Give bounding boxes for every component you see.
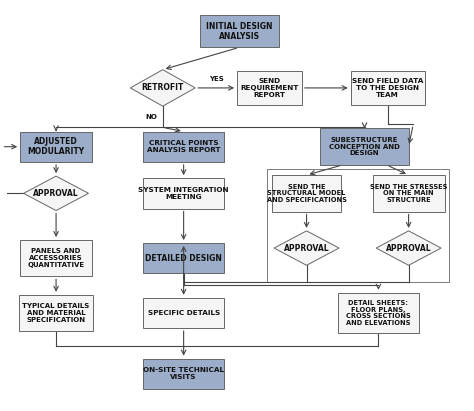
FancyBboxPatch shape [143, 243, 224, 273]
FancyBboxPatch shape [237, 71, 302, 105]
Polygon shape [274, 231, 339, 266]
Text: APPROVAL: APPROVAL [386, 244, 431, 253]
FancyBboxPatch shape [143, 358, 224, 389]
FancyBboxPatch shape [373, 175, 445, 212]
FancyBboxPatch shape [143, 132, 224, 162]
FancyBboxPatch shape [143, 178, 224, 208]
Text: SEND FIELD DATA
TO THE DESIGN
TEAM: SEND FIELD DATA TO THE DESIGN TEAM [352, 78, 423, 98]
FancyBboxPatch shape [338, 293, 419, 333]
Text: PANELS AND
ACCESSORIES
QUANTITATIVE: PANELS AND ACCESSORIES QUANTITATIVE [27, 249, 85, 268]
FancyBboxPatch shape [20, 132, 92, 162]
Text: APPROVAL: APPROVAL [284, 244, 329, 253]
Text: DETAIL SHEETS:
FLOOR PLANS,
CROSS SECTIONS
AND ELEVATIONS: DETAIL SHEETS: FLOOR PLANS, CROSS SECTIO… [346, 300, 411, 326]
FancyBboxPatch shape [19, 295, 93, 331]
FancyBboxPatch shape [272, 175, 341, 212]
Text: SUBESTRUCTURE
CONCEPTION AND
DESIGN: SUBESTRUCTURE CONCEPTION AND DESIGN [329, 137, 400, 157]
Text: NO: NO [145, 114, 157, 120]
FancyBboxPatch shape [351, 71, 425, 105]
Text: SYSTEM INTEGRATION
MEETING: SYSTEM INTEGRATION MEETING [138, 187, 229, 200]
FancyBboxPatch shape [200, 15, 279, 47]
Polygon shape [130, 70, 195, 106]
FancyBboxPatch shape [143, 298, 224, 328]
Polygon shape [24, 176, 89, 210]
Text: ADJUSTED
MODULARITY: ADJUSTED MODULARITY [27, 137, 85, 156]
Text: APPROVAL: APPROVAL [33, 189, 79, 198]
Text: YES: YES [209, 76, 223, 82]
Text: DETAILED DESIGN: DETAILED DESIGN [145, 254, 222, 263]
Text: RETROFIT: RETROFIT [142, 83, 184, 92]
Polygon shape [376, 231, 441, 266]
FancyBboxPatch shape [320, 129, 409, 165]
FancyBboxPatch shape [20, 240, 92, 277]
Text: SEND THE STRESSES
ON THE MAIN
STRUCTURE: SEND THE STRESSES ON THE MAIN STRUCTURE [370, 184, 447, 203]
Text: SEND THE
STRUCTURAL MODEL
AND SPECIFICATIONS: SEND THE STRUCTURAL MODEL AND SPECIFICAT… [266, 184, 346, 203]
Text: SEND
REQUIREMENT
REPORT: SEND REQUIREMENT REPORT [240, 78, 299, 98]
Text: ON-SITE TECHNICAL
VISITS: ON-SITE TECHNICAL VISITS [143, 367, 224, 380]
Text: SPECIFIC DETAILS: SPECIFIC DETAILS [147, 310, 220, 316]
Text: TYPICAL DETAILS
AND MATERIAL
SPECIFICATION: TYPICAL DETAILS AND MATERIAL SPECIFICATI… [22, 303, 90, 323]
Text: INITIAL DESIGN
ANALYSIS: INITIAL DESIGN ANALYSIS [206, 22, 273, 41]
Text: CRITICAL POINTS
ANALYSIS REPORT: CRITICAL POINTS ANALYSIS REPORT [147, 140, 220, 153]
